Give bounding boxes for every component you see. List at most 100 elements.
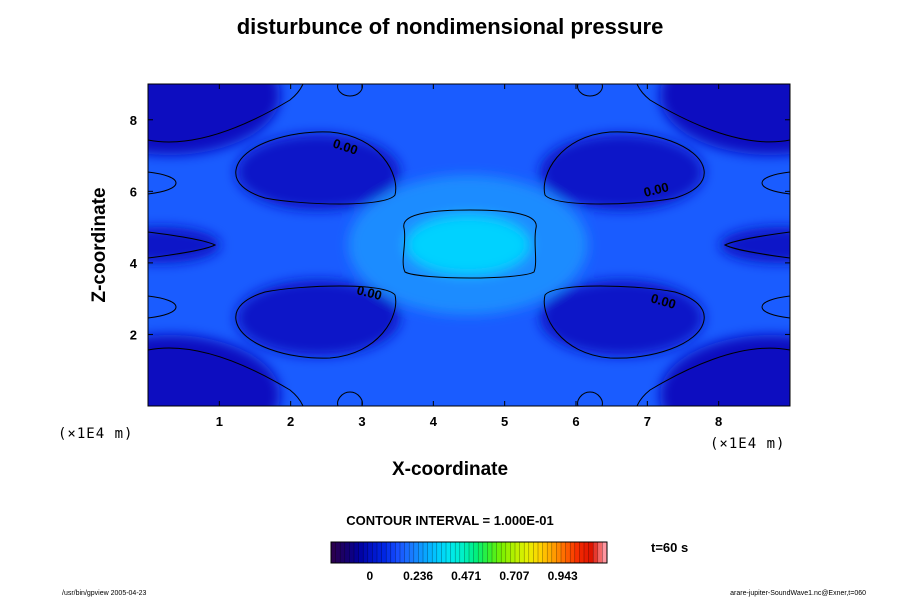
colorbar-segment [570, 542, 576, 563]
contour-line [402, 209, 537, 279]
y-tick-label: 4 [130, 256, 138, 271]
x-tick-label: 8 [715, 414, 722, 429]
field-low-lower-left [236, 280, 400, 356]
field-low-bottom-left [148, 335, 280, 406]
colorbar-segment [510, 542, 516, 563]
colorbar-segment [492, 542, 497, 563]
x-tick-label: 7 [644, 414, 651, 429]
colorbar-segment [464, 542, 470, 563]
colorbar-segment [427, 542, 433, 563]
colorbar-segment [450, 542, 456, 563]
colorbar-segment [395, 542, 401, 563]
x-unit-label-right: (×1E4 m) [710, 436, 786, 452]
colorbar-segment [561, 542, 566, 563]
colorbar-segment [565, 542, 571, 563]
colorbar-segment [404, 542, 410, 563]
field-low-upper-left [236, 134, 400, 210]
colorbar-segment [524, 542, 530, 563]
contour-line [577, 391, 603, 406]
contour-line [761, 295, 790, 319]
field-low-upper-right [540, 134, 704, 210]
colorbar-segment [533, 542, 539, 563]
colorbar-segment [400, 542, 405, 563]
y-tick-label: 8 [130, 113, 137, 128]
colorbar-segment [418, 542, 424, 563]
colorbar-segment [377, 542, 382, 563]
contour-line [148, 347, 304, 406]
colorbar-tick-label: 0 [366, 569, 374, 583]
chart-title: disturbunce of nondimensional pressure [236, 14, 664, 39]
colorbar-segment [436, 542, 442, 563]
colorbar-segment [574, 542, 580, 563]
contour-label-0: 0.00 [331, 136, 360, 158]
colorbar-segment [501, 542, 507, 563]
colorbar-segment [413, 542, 419, 563]
colorbar-segment [441, 542, 447, 563]
colorbar-segment [579, 542, 585, 563]
y-tick-label: 6 [130, 184, 137, 199]
colorbar-segment [478, 542, 484, 563]
colorbar-segment [363, 542, 369, 563]
colorbar-segment [602, 542, 608, 563]
contour-line [235, 131, 397, 205]
colorbar-segment [588, 542, 594, 563]
colorbar-segment [538, 542, 543, 563]
x-tick-label: 5 [501, 414, 508, 429]
colorbar-segment [340, 542, 346, 563]
colorbar-segment [390, 542, 396, 563]
colorbar-segment [331, 542, 336, 563]
colorbar-segment [381, 542, 387, 563]
colorbar-segment [469, 542, 474, 563]
colorbar-segment [556, 542, 562, 563]
colorbar-tick-label: 0.943 [547, 569, 578, 583]
x-tick-label: 3 [358, 414, 365, 429]
colorbar-segment [432, 542, 438, 563]
colorbar-segment [542, 542, 548, 563]
footer-left-text: /usr/bin/gpview 2005-04-23 [62, 590, 147, 597]
contour-line [337, 84, 363, 97]
x-tick-label: 2 [287, 414, 294, 429]
colorbar-segment [358, 542, 364, 563]
colorbar-segment [473, 542, 479, 563]
colorbar-segment [423, 542, 428, 563]
x-tick-label: 1 [216, 414, 223, 429]
colorbar-tick-label: 0.471 [451, 569, 482, 583]
contour-line [148, 84, 304, 143]
field-high-inner [406, 215, 530, 275]
contour-line [148, 231, 217, 259]
footer-right-text: arare-jupiter-SoundWave1.nc@Exner,t=060 [730, 590, 866, 597]
colorbar-segment [409, 542, 415, 563]
contour-lines [148, 84, 790, 406]
colorbar-segment [386, 542, 392, 563]
colorbar-segment [597, 542, 603, 563]
y-tick-label: 2 [130, 327, 137, 342]
field-low-top-left [148, 84, 280, 155]
y-axis-ticks: 2 4 6 8 [130, 113, 790, 342]
colorbar-segment [487, 542, 493, 563]
colorbar-segment [349, 542, 355, 563]
x-unit-label-left: (×1E4 m) [58, 426, 134, 442]
x-axis-ticks: 1 2 3 4 5 6 7 8 [216, 84, 722, 429]
x-axis-label: X-coordinate [391, 459, 509, 480]
contour-line [761, 171, 790, 195]
y-axis-label: Z-coordinate [89, 187, 110, 303]
field-low-top-right [660, 84, 790, 155]
contour-line [543, 131, 705, 205]
contour-interval-label: CONTOUR INTERVAL = 1.000E-01 [346, 513, 554, 528]
colorbar-segment [515, 542, 520, 563]
x-tick-label: 6 [572, 414, 579, 429]
colorbar-segment [547, 542, 553, 563]
time-label: t=60 s [651, 540, 689, 555]
contour-line [148, 171, 177, 195]
colorbar-segment [551, 542, 557, 563]
colorbar-segment [344, 542, 350, 563]
contour-line [337, 391, 363, 406]
colorbar-segment [482, 542, 488, 563]
contour-line [235, 285, 397, 359]
x-tick-label: 4 [430, 414, 438, 429]
colorbar-segment [459, 542, 465, 563]
field-low-lower-right [540, 280, 704, 356]
colorbar-segment [593, 542, 599, 563]
colorbar-tick-label: 0.236 [403, 569, 434, 583]
